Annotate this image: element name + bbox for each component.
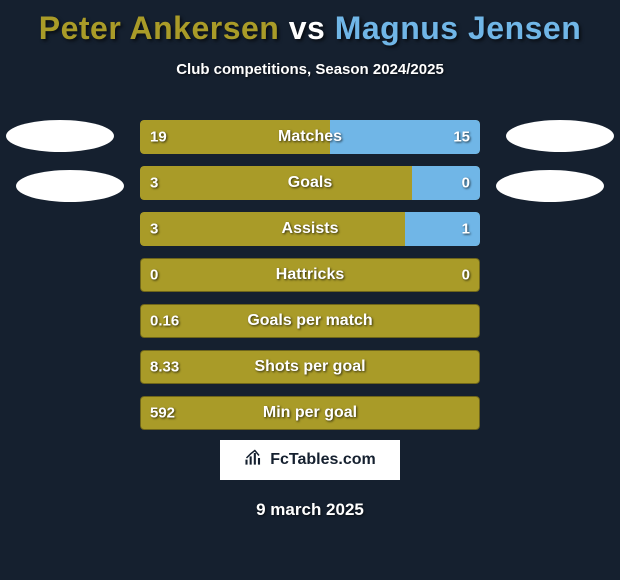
stat-value-left: 8.33 — [150, 359, 179, 376]
stat-value-right: 1 — [462, 221, 470, 238]
stat-label: Shots per goal — [254, 358, 365, 376]
stat-row: 592 Min per goal — [140, 396, 480, 430]
stat-label: Hattricks — [276, 266, 344, 284]
stat-row: 8.33 Shots per goal — [140, 350, 480, 384]
title-player2: Magnus Jensen — [335, 10, 582, 46]
stat-value-right: 0 — [462, 267, 470, 284]
player2-avatar-shadow — [496, 170, 604, 202]
player2-avatar — [506, 120, 614, 152]
stat-row: 0 0 Hattricks — [140, 258, 480, 292]
stat-row: 0.16 Goals per match — [140, 304, 480, 338]
logo-text: FcTables.com — [270, 451, 376, 469]
stat-label: Matches — [278, 128, 342, 146]
stat-row: 3 0 Goals — [140, 166, 480, 200]
stat-value-left: 0 — [150, 267, 158, 284]
stat-value-right: 15 — [453, 129, 470, 146]
stat-value-left: 19 — [150, 129, 167, 146]
stat-label: Assists — [282, 220, 339, 238]
player1-avatar-shadow — [16, 170, 124, 202]
comparison-title: Peter Ankersen vs Magnus Jensen — [0, 0, 620, 47]
stat-row: 19 15 Matches — [140, 120, 480, 154]
fctables-logo[interactable]: FcTables.com — [220, 440, 400, 480]
stat-value-right: 0 — [462, 175, 470, 192]
stat-label: Goals — [288, 174, 332, 192]
stat-value-left: 3 — [150, 175, 158, 192]
stat-value-left: 3 — [150, 221, 158, 238]
title-player1: Peter Ankersen — [39, 10, 280, 46]
stat-label: Goals per match — [247, 312, 372, 330]
stats-container: 19 15 Matches 3 0 Goals 3 1 Assists 0 0 Hattricks 0.… — [140, 120, 480, 442]
stat-value-left: 0.16 — [150, 313, 179, 330]
subtitle: Club competitions, Season 2024/2025 — [0, 61, 620, 78]
chart-icon — [244, 448, 264, 473]
player1-avatar — [6, 120, 114, 152]
stat-value-left: 592 — [150, 405, 175, 422]
title-vs: vs — [289, 10, 326, 46]
date: 9 march 2025 — [256, 500, 364, 520]
stat-label: Min per goal — [263, 404, 357, 422]
stat-row: 3 1 Assists — [140, 212, 480, 246]
